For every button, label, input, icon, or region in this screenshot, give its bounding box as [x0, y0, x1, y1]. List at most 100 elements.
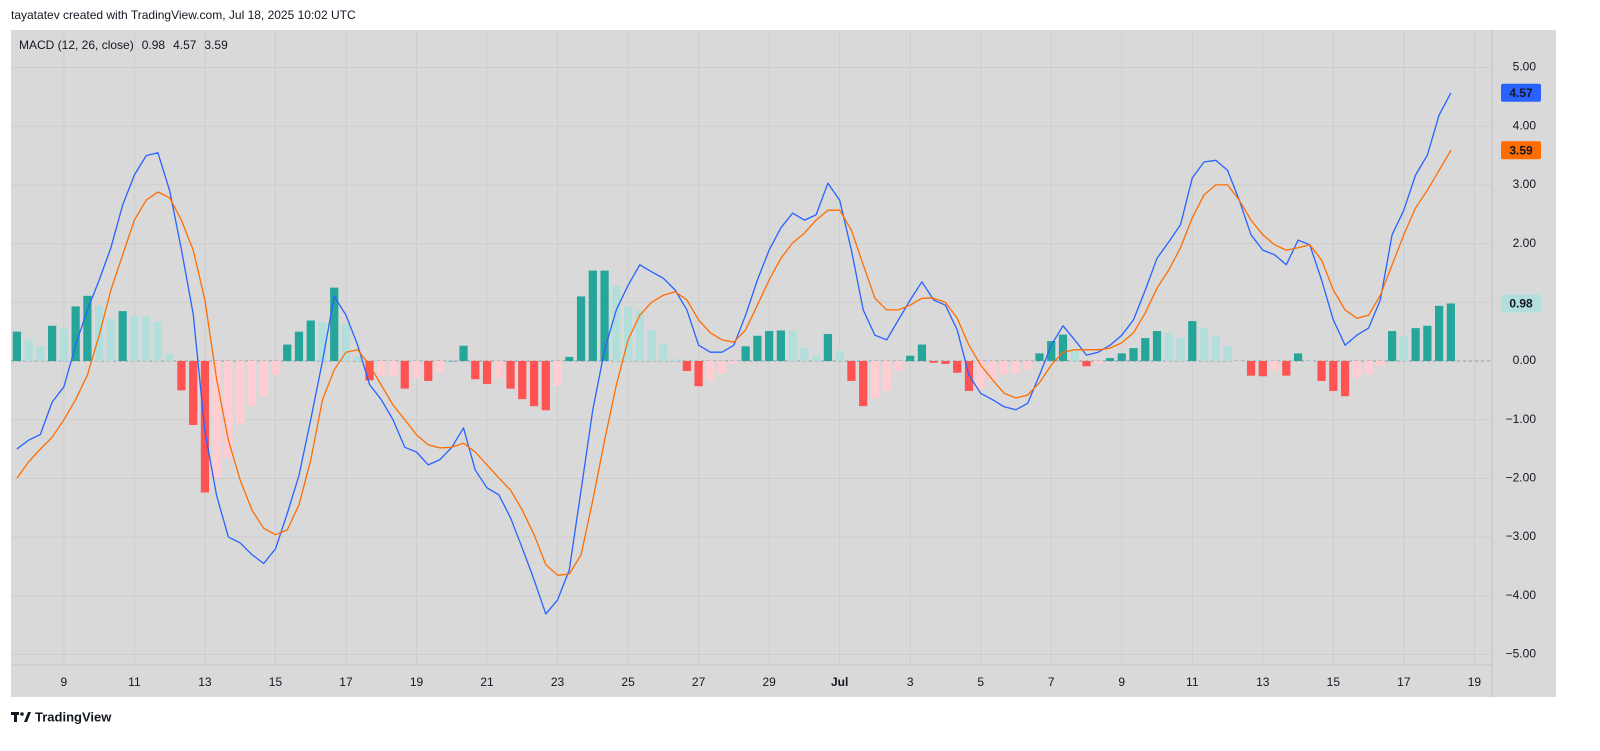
- histogram-bar: [1223, 346, 1232, 361]
- legend-value: 3.59: [204, 38, 228, 52]
- histogram-bar: [71, 306, 80, 361]
- price-badge-label: 0.98: [1509, 297, 1533, 311]
- histogram-bar: [988, 360, 997, 381]
- y-tick-label: 2.00: [1513, 236, 1537, 250]
- x-tick-label: 13: [1256, 675, 1270, 689]
- macd-line: [16, 149, 1452, 576]
- histogram-bar: [917, 344, 927, 361]
- histogram-bar: [882, 360, 891, 391]
- histogram-bar: [1235, 360, 1244, 362]
- histogram-bar: [1246, 360, 1256, 376]
- y-tick-label: −1.00: [1506, 412, 1537, 426]
- histogram-bar: [48, 325, 57, 361]
- y-tick-label: 0.00: [1513, 353, 1537, 367]
- histogram-bar: [1188, 321, 1197, 361]
- histogram-bar: [1305, 360, 1314, 362]
- histogram-bar: [388, 360, 398, 376]
- histogram-bar: [682, 360, 691, 371]
- histogram-bar: [1152, 331, 1162, 361]
- plot-area: [11, 30, 1492, 665]
- histogram-bar: [1293, 353, 1303, 361]
- price-badge: [1501, 141, 1541, 160]
- x-tick-label: 11: [1186, 675, 1199, 689]
- chart-panel: [11, 30, 1556, 697]
- histogram-bar: [83, 295, 92, 361]
- histogram-bar: [1011, 360, 1021, 373]
- x-tick-label: 19: [410, 675, 424, 689]
- histogram-bar: [447, 360, 456, 362]
- histogram-bar: [377, 360, 386, 376]
- histogram-bar: [600, 270, 609, 361]
- histogram-bar: [647, 330, 656, 361]
- histogram-bar: [400, 360, 409, 389]
- histogram-bar: [976, 360, 985, 390]
- price-badge: [1501, 83, 1541, 102]
- histogram-bar: [106, 318, 116, 361]
- brand-text: TradingView: [35, 709, 112, 724]
- price-badge-label: 3.59: [1509, 143, 1533, 157]
- y-tick-label: −2.00: [1506, 471, 1537, 485]
- y-tick-label: −3.00: [1506, 529, 1537, 543]
- x-tick-label: 17: [1397, 675, 1411, 689]
- histogram-bar: [835, 351, 844, 361]
- histogram-bar: [1317, 360, 1326, 381]
- histogram-bar: [1047, 341, 1056, 361]
- histogram-bar: [1446, 303, 1455, 361]
- histogram-bar: [271, 360, 280, 376]
- histogram-bar: [24, 339, 33, 361]
- histogram-bar: [741, 346, 750, 361]
- histogram-bar: [130, 315, 139, 361]
- histogram-bar: [212, 360, 221, 478]
- histogram-bar: [941, 360, 950, 364]
- y-tick-label: 3.00: [1513, 177, 1537, 191]
- histogram-bar: [1258, 360, 1267, 377]
- histogram-bar: [412, 360, 421, 379]
- x-tick-label: 5: [977, 675, 984, 689]
- histogram-bar: [706, 360, 715, 381]
- histogram-bar: [424, 360, 433, 381]
- histogram-bar: [142, 316, 151, 361]
- x-tick-label: 25: [621, 675, 635, 689]
- histogram-bar: [1094, 360, 1103, 364]
- histogram-bar: [812, 355, 821, 361]
- histogram-bar: [306, 320, 315, 361]
- histogram-bar: [588, 270, 597, 361]
- histogram-bar: [224, 360, 233, 458]
- histogram-bar: [765, 331, 774, 361]
- histogram-bar: [59, 328, 69, 361]
- histogram-bar: [788, 331, 797, 361]
- histogram-bar: [1070, 351, 1079, 361]
- x-tick-label: 13: [198, 675, 212, 689]
- histogram-bar: [471, 360, 480, 380]
- histogram-bar: [153, 321, 163, 361]
- y-tick-label: 4.00: [1513, 118, 1537, 132]
- histogram-bar: [565, 356, 574, 361]
- x-tick-label: 7: [1048, 675, 1055, 689]
- x-tick-label: 27: [692, 675, 706, 689]
- histogram-bar: [906, 355, 915, 361]
- histogram-bar: [670, 359, 680, 361]
- histogram-bar: [694, 360, 703, 387]
- legend-value: 0.98: [142, 38, 166, 52]
- histogram-bar: [859, 360, 868, 407]
- histogram-bar: [894, 360, 903, 371]
- histogram-bar: [318, 322, 327, 361]
- histogram-bar: [753, 335, 762, 361]
- histogram-bar: [1387, 331, 1397, 361]
- macd-line: [16, 92, 1452, 615]
- x-tick-label: 11: [128, 675, 141, 689]
- histogram-bar: [1164, 332, 1173, 361]
- y-tick-label: 5.00: [1513, 60, 1537, 74]
- histogram-bar: [929, 360, 938, 363]
- histogram-bar: [1176, 338, 1185, 361]
- histogram-bar: [482, 360, 492, 384]
- x-tick-label: 9: [61, 675, 68, 689]
- histogram-bar: [1035, 353, 1044, 361]
- histogram-bar: [506, 360, 515, 389]
- histogram-bar: [259, 360, 268, 397]
- x-tick-label: 19: [1468, 675, 1482, 689]
- histogram-bar: [718, 360, 727, 374]
- histogram-bar: [189, 360, 198, 425]
- histogram-bar: [283, 344, 292, 361]
